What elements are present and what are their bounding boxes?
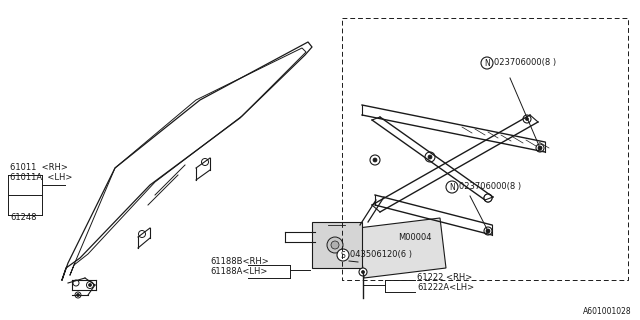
Text: 61222 <RH>: 61222 <RH> [417,274,472,283]
Circle shape [538,147,541,149]
Circle shape [481,57,493,69]
Circle shape [362,270,365,274]
Circle shape [484,227,492,235]
Circle shape [446,181,458,193]
Text: 61248: 61248 [10,213,36,222]
Circle shape [538,146,542,150]
Circle shape [86,282,93,289]
Circle shape [525,117,529,121]
Circle shape [73,280,79,286]
Text: 61188A<LH>: 61188A<LH> [210,268,268,276]
Circle shape [370,155,380,165]
Text: 61011A  <LH>: 61011A <LH> [10,173,72,182]
Text: M00004: M00004 [398,234,431,243]
Text: A601001028: A601001028 [584,308,632,316]
Polygon shape [312,222,362,268]
Text: 023706000(8 ): 023706000(8 ) [494,59,556,68]
Circle shape [202,158,209,165]
Circle shape [428,155,432,159]
Circle shape [327,237,343,253]
Circle shape [486,229,490,233]
Text: 043506120(6 ): 043506120(6 ) [350,251,412,260]
Circle shape [425,152,435,162]
Circle shape [486,229,490,233]
Circle shape [88,284,92,286]
Circle shape [523,115,531,123]
Text: 61222A<LH>: 61222A<LH> [417,284,474,292]
Circle shape [337,249,349,261]
Text: 61011  <RH>: 61011 <RH> [10,164,68,172]
Text: N: N [484,59,490,68]
Circle shape [484,194,492,202]
Text: N: N [449,182,455,191]
Text: S: S [340,251,346,260]
Circle shape [331,241,339,249]
Text: 61188B<RH>: 61188B<RH> [210,258,269,267]
Circle shape [486,196,490,199]
Circle shape [536,144,544,152]
Circle shape [359,268,367,276]
Circle shape [77,293,79,297]
Circle shape [138,230,145,237]
Polygon shape [358,218,446,278]
Circle shape [75,292,81,298]
Circle shape [484,194,492,202]
Text: 023706000(8 ): 023706000(8 ) [459,182,521,191]
Circle shape [373,158,377,162]
